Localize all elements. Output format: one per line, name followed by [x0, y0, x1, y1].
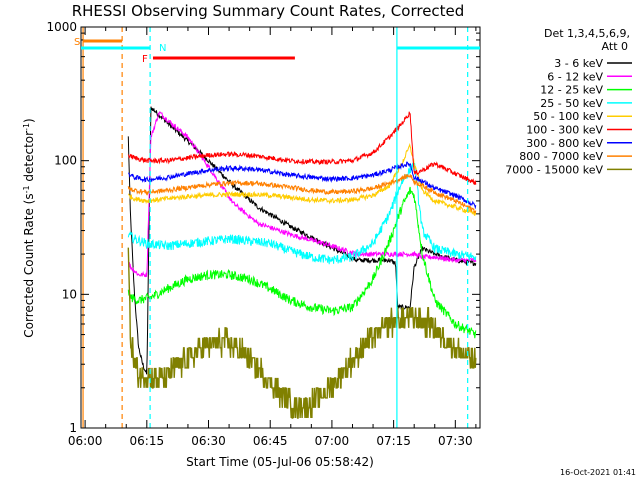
- status-flags: S NF: [74, 37, 480, 65]
- series-line: [127, 142, 477, 217]
- x-tick-label: 06:15: [130, 434, 165, 448]
- y-axis-label: Corrected Count Rate (s-1 detector-1): [22, 118, 36, 337]
- legend-entry-label: 3 - 6 keV: [554, 57, 603, 70]
- axes: 06:00 06:15 06:30 06:45 07:00 07:15 07:30 1 10 10…: [46, 20, 480, 448]
- x-tick-label: 07:30: [438, 434, 473, 448]
- y-tick-label: 1000: [46, 20, 77, 34]
- series-line: [127, 111, 477, 185]
- legend-entry-label: 300 - 800 keV: [526, 137, 603, 150]
- series-line: [127, 162, 477, 265]
- y-tick-label: 10: [62, 287, 77, 301]
- plot-frame: [80, 26, 481, 429]
- flag-label: N: [159, 43, 166, 54]
- y-tick-label: 100: [54, 154, 77, 168]
- series-line: [127, 247, 477, 419]
- legend-entry-label: 50 - 100 keV: [533, 110, 603, 123]
- chart-title: RHESSI Observing Summary Count Rates, Co…: [72, 2, 465, 20]
- x-tick-label: 06:45: [253, 434, 288, 448]
- y-tick-label: 1: [69, 421, 77, 435]
- flag-label: S: [74, 37, 80, 48]
- x-tick-label: 06:00: [68, 434, 103, 448]
- legend-entry-label: 100 - 300 keV: [526, 124, 603, 137]
- x-tick-label: 07:15: [376, 434, 411, 448]
- series-line: [127, 161, 477, 210]
- x-axis-label: Start Time (05-Jul-06 05:58:42): [186, 455, 374, 469]
- plot-lines: [82, 27, 477, 428]
- generation-timestamp: 16-Oct-2021 01:41: [560, 468, 636, 477]
- series-line: [127, 186, 477, 339]
- legend-entry-label: 12 - 25 keV: [540, 84, 603, 97]
- series-line: [127, 173, 477, 215]
- legend-header-detectors: Det 1,3,4,5,6,9,: [544, 27, 630, 40]
- x-tick-label: 07:00: [315, 434, 350, 448]
- x-tick-label: 06:30: [191, 434, 226, 448]
- flag-label: F: [142, 54, 148, 65]
- legend-entry-label: 25 - 50 keV: [540, 97, 603, 110]
- legend-entry-label: 7000 - 15000 keV: [505, 163, 603, 176]
- legend-header-attenuator: Att 0: [602, 40, 628, 53]
- legend-entry-label: 6 - 12 keV: [547, 70, 603, 83]
- series-line: [127, 111, 477, 278]
- legend-entry-label: 800 - 7000 keV: [519, 150, 603, 163]
